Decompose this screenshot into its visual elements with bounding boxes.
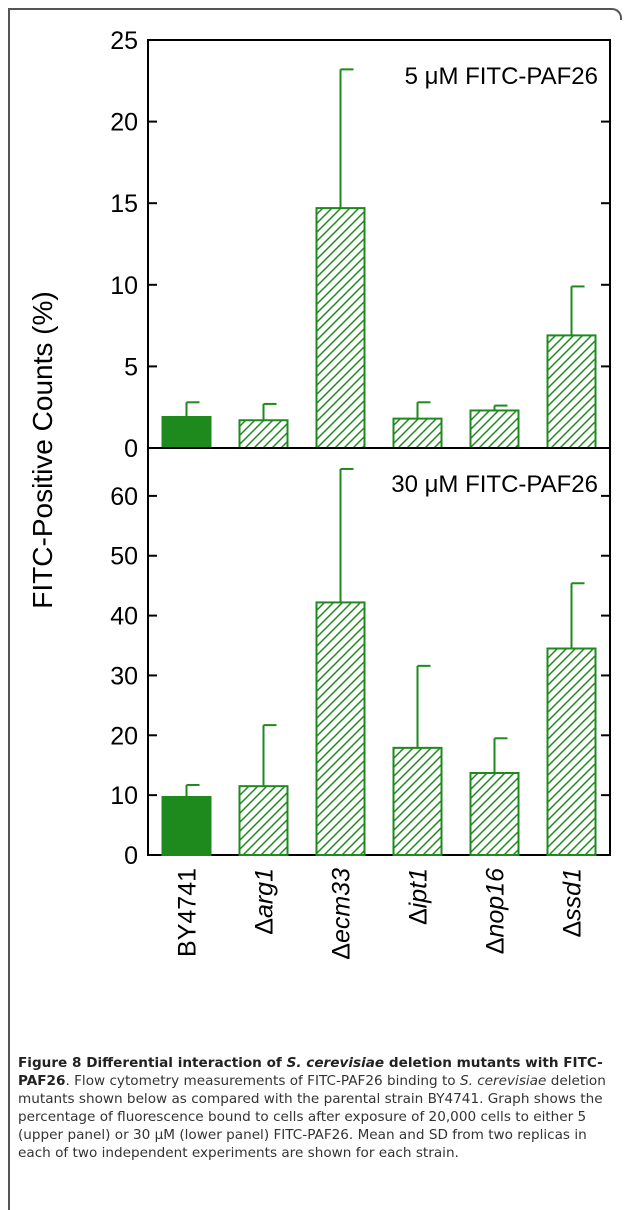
y-tick-label: 0 — [124, 435, 138, 463]
y-tick-label: 30 — [110, 662, 138, 690]
bar-2 — [238, 785, 289, 857]
bar-chart-figure: 5 10 15 20 25 0 5 μM FITC-PAF26 0 10 20 30 40 50 60 30… — [27, 27, 611, 960]
x-tick-label-1: BY4741 — [174, 868, 202, 957]
frame-top-border — [8, 8, 622, 20]
x-axis-labels: BY4741 Δarg1 Δecm33 Δipt1 Δnop16 Δssd1 — [174, 868, 587, 960]
panel-label-2: 30 μM FITC-PAF26 — [391, 471, 598, 498]
x-tick-label-5: Δnop16 — [482, 868, 510, 954]
y-tick-label: 5 — [124, 353, 138, 381]
y-axis-label: FITC-Positive Counts (%) — [27, 291, 58, 608]
frame-left-border — [8, 8, 10, 1210]
x-tick-label-4: Δipt1 — [405, 868, 433, 925]
bar-4 — [392, 746, 443, 856]
y-tick-label: 60 — [110, 483, 138, 511]
bar-3 — [315, 207, 366, 449]
bar-2 — [238, 419, 289, 450]
panel-label-1: 5 μM FITC-PAF26 — [405, 63, 598, 90]
y-tick-label: 0 — [124, 842, 138, 870]
caption-title: Figure 8 Differential interaction of S. … — [18, 1055, 603, 1089]
chart-panel-2: 0 10 20 30 40 50 60 30 μM FITC-PAF26 — [110, 447, 611, 870]
bar-6 — [546, 647, 597, 856]
y-tick-label: 50 — [110, 543, 138, 571]
y-tick-label: 10 — [110, 782, 138, 810]
x-tick-label-6: Δssd1 — [559, 868, 587, 938]
y-tick-label: 10 — [110, 272, 138, 300]
y-tick-label: 15 — [110, 190, 138, 218]
chart-panels: 5 10 15 20 25 0 5 μM FITC-PAF26 0 10 20 30 40 50 60 30… — [110, 27, 611, 870]
panel-frame — [147, 447, 611, 856]
bar-1 — [161, 795, 212, 856]
y-tick-label: 25 — [110, 27, 138, 55]
panel-frame — [147, 39, 611, 449]
bar-4 — [392, 417, 443, 449]
bar-1 — [161, 415, 212, 450]
figure-caption: Figure 8 Differential interaction of S. … — [18, 1054, 618, 1162]
x-tick-label-2: Δarg1 — [251, 868, 279, 935]
x-tick-label-3: Δecm33 — [328, 868, 356, 960]
chart-panel-1: 5 10 15 20 25 0 5 μM FITC-PAF26 — [110, 27, 611, 463]
y-tick-label: 20 — [110, 722, 138, 750]
y-tick-label: 40 — [110, 603, 138, 631]
bar-5 — [469, 409, 520, 449]
y-tick-label: 20 — [110, 109, 138, 137]
bar-5 — [469, 772, 520, 856]
caption-body: . Flow cytometry measurements of FITC-PA… — [18, 1073, 606, 1161]
bar-6 — [546, 334, 597, 449]
bar-3 — [315, 601, 366, 856]
